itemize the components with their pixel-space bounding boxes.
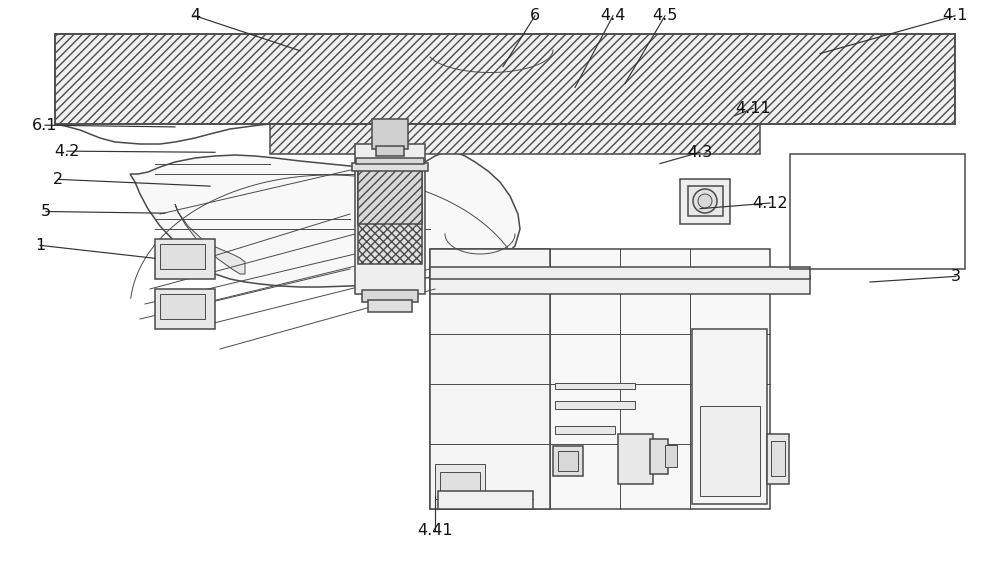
Text: 4.1: 4.1 bbox=[942, 8, 968, 23]
Bar bbox=[55, 34, 955, 124]
Bar bbox=[680, 179, 730, 224]
Bar bbox=[555, 426, 615, 434]
Circle shape bbox=[693, 189, 717, 213]
Text: 6: 6 bbox=[530, 8, 540, 23]
Bar bbox=[700, 406, 760, 496]
Bar bbox=[767, 434, 789, 484]
Bar bbox=[430, 267, 810, 279]
Bar bbox=[553, 446, 583, 476]
Text: 6.1: 6.1 bbox=[32, 118, 58, 133]
Bar bbox=[155, 289, 215, 329]
Text: 2: 2 bbox=[53, 172, 63, 187]
Bar bbox=[618, 434, 653, 484]
Bar bbox=[688, 186, 723, 216]
Polygon shape bbox=[130, 152, 520, 287]
Bar bbox=[352, 163, 428, 171]
Bar bbox=[160, 294, 205, 319]
Text: 4.11: 4.11 bbox=[735, 101, 771, 116]
Text: 4.5: 4.5 bbox=[652, 8, 678, 23]
Bar bbox=[440, 472, 480, 492]
Bar bbox=[558, 451, 578, 471]
Text: 4.41: 4.41 bbox=[417, 523, 453, 537]
Text: 4.3: 4.3 bbox=[687, 145, 713, 160]
Bar bbox=[270, 124, 760, 154]
Bar bbox=[430, 249, 550, 509]
Bar bbox=[435, 464, 485, 499]
Text: 1: 1 bbox=[35, 238, 45, 253]
Text: 4: 4 bbox=[190, 8, 200, 23]
Bar bbox=[362, 290, 418, 302]
Bar bbox=[376, 146, 404, 156]
Bar bbox=[372, 119, 408, 149]
Text: 5: 5 bbox=[41, 204, 51, 219]
Text: 3: 3 bbox=[951, 269, 961, 284]
Text: 4.12: 4.12 bbox=[752, 196, 788, 210]
Bar bbox=[665, 445, 677, 467]
Text: 4.4: 4.4 bbox=[600, 8, 626, 23]
Bar bbox=[358, 169, 422, 264]
Bar bbox=[790, 154, 965, 269]
Bar bbox=[555, 383, 635, 389]
Bar bbox=[555, 401, 635, 409]
Bar bbox=[355, 144, 425, 294]
Bar bbox=[358, 169, 422, 224]
Bar bbox=[155, 239, 215, 279]
Bar bbox=[692, 329, 767, 504]
Circle shape bbox=[698, 194, 712, 208]
Bar bbox=[430, 276, 810, 294]
Bar bbox=[438, 491, 533, 509]
Bar bbox=[368, 300, 412, 312]
Text: 4.2: 4.2 bbox=[54, 144, 80, 158]
Bar bbox=[356, 158, 424, 164]
Bar bbox=[430, 249, 770, 509]
Polygon shape bbox=[175, 204, 245, 274]
Bar bbox=[771, 441, 785, 476]
Bar bbox=[650, 439, 668, 474]
Bar bbox=[160, 244, 205, 269]
